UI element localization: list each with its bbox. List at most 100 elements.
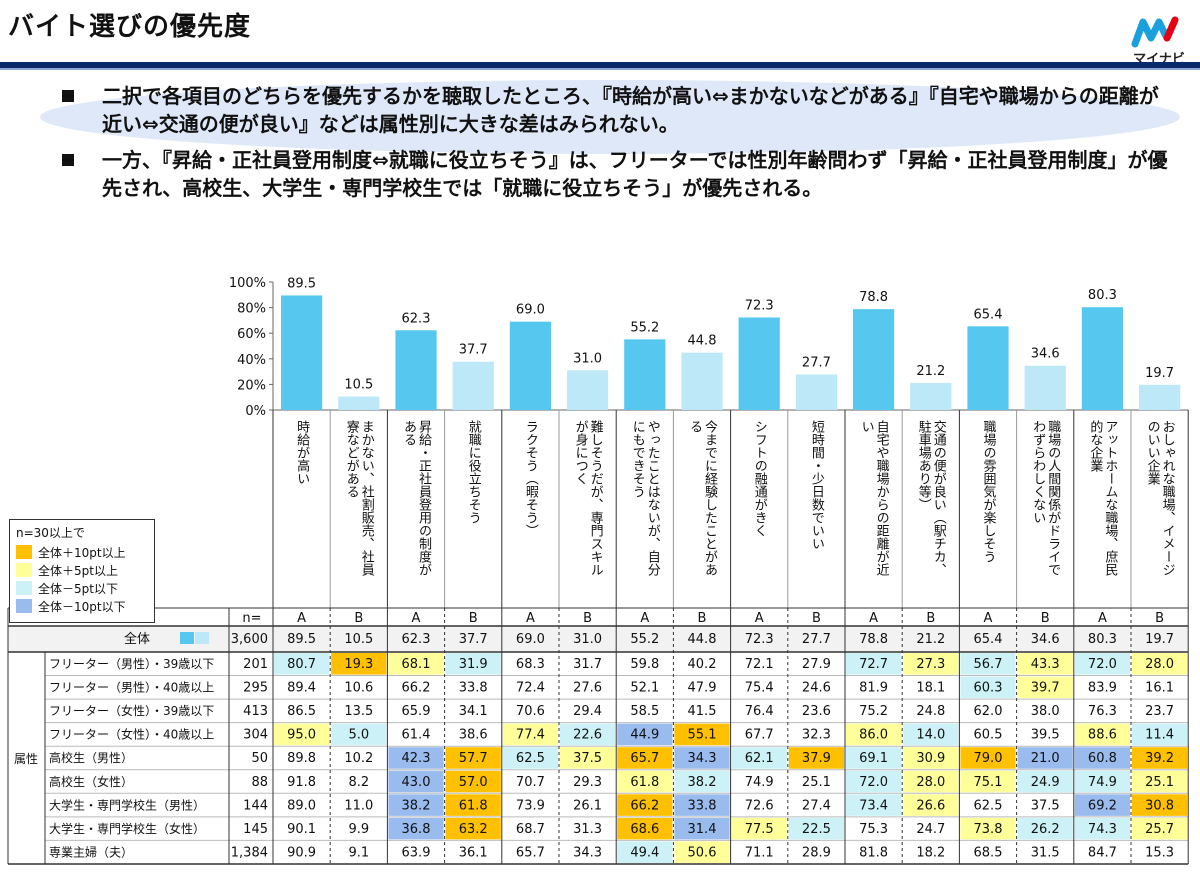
cell-value: 57.7 — [459, 751, 488, 766]
cell-value: 68.6 — [630, 822, 659, 837]
highlight-cell — [960, 747, 1016, 769]
legend-item: 全体－10pt以下 — [16, 598, 126, 614]
bar-b — [910, 382, 952, 410]
category-label: 寮などがある — [344, 419, 360, 498]
cell-value: 60.5 — [974, 728, 1003, 743]
bar-data-label: 19.7 — [1145, 366, 1174, 381]
highlight-cell — [846, 794, 902, 816]
cell-value: 70.7 — [516, 775, 545, 790]
n-header: n= — [242, 611, 261, 626]
highlight-cell — [846, 747, 902, 769]
cell-value: 33.8 — [688, 798, 717, 813]
cell-value: 72.0 — [1088, 657, 1117, 672]
option-letter: A — [412, 611, 421, 626]
cell-value: 81.9 — [859, 681, 888, 696]
highlight-cell — [560, 723, 616, 746]
cell-value: 67.7 — [745, 728, 774, 743]
option-letter: B — [698, 611, 707, 626]
highlight-cell — [846, 653, 902, 675]
highlight-cell — [1074, 747, 1130, 769]
bar-data-label: 80.3 — [1088, 288, 1117, 303]
bar-data-label: 27.7 — [802, 356, 831, 371]
cell-value: 18.2 — [916, 845, 945, 860]
bar-b — [1139, 384, 1181, 410]
highlight-cell — [960, 653, 1016, 675]
row-label: 大学生・専門学校生（女性） — [49, 821, 205, 836]
highlight-cell — [1132, 794, 1188, 816]
cell-value: 11.4 — [1145, 728, 1174, 743]
cell-value: 55.2 — [630, 632, 659, 647]
n-value: 88 — [251, 775, 268, 790]
cell-value: 38.0 — [1031, 704, 1060, 719]
cell-value: 26.1 — [573, 798, 602, 813]
bar-b — [338, 396, 380, 410]
cell-value: 34.6 — [1031, 632, 1060, 647]
cell-value: 68.3 — [516, 657, 545, 672]
cell-value: 10.5 — [344, 632, 373, 647]
category-label: アットホームな職場、庶民 — [1102, 420, 1118, 577]
cell-value: 72.4 — [516, 681, 545, 696]
highlight-cell — [274, 653, 330, 675]
cell-value: 21.2 — [916, 632, 945, 647]
cell-value: 27.7 — [802, 632, 831, 647]
category-label: い — [859, 420, 874, 433]
cell-value: 74.9 — [1088, 775, 1117, 790]
row-label: フリーター（女性）・40歳以上 — [49, 727, 214, 742]
row-label: 高校生（女性） — [49, 774, 133, 789]
bar-data-label: 37.7 — [459, 343, 488, 358]
n-value: 201 — [243, 657, 268, 672]
bar-a — [853, 309, 895, 410]
cell-value: 30.8 — [1145, 798, 1174, 813]
cell-value: 65.7 — [516, 845, 545, 860]
cell-value: 16.1 — [1145, 681, 1174, 696]
cell-value: 78.8 — [859, 632, 888, 647]
cell-value: 74.9 — [745, 775, 774, 790]
cell-value: 65.4 — [974, 632, 1003, 647]
legend-item: 全体－5pt以下 — [16, 580, 118, 596]
cell-value: 28.0 — [1145, 657, 1174, 672]
highlight-cell — [445, 794, 501, 816]
cell-value: 75.1 — [974, 775, 1003, 790]
mynavi-logo-icon — [1131, 16, 1179, 48]
y-tick-label: 20% — [237, 378, 266, 393]
cell-value: 62.5 — [974, 798, 1003, 813]
bar-b — [452, 361, 494, 410]
cell-value: 90.1 — [287, 822, 316, 837]
summary-bullet-text: 一方、『昇給・正社員登用制度⇔就職に役立ちそう』は、フリーターでは性別年齢問わず… — [102, 148, 1168, 200]
highlight-cell — [331, 723, 387, 746]
cell-value: 18.1 — [916, 681, 945, 696]
cell-value: 58.5 — [630, 704, 659, 719]
highlight-cell — [388, 653, 444, 675]
cell-value: 72.3 — [745, 632, 774, 647]
highlight-cell — [903, 723, 959, 746]
cell-value: 69.0 — [516, 632, 545, 647]
cell-value: 47.9 — [688, 681, 717, 696]
n-value: 295 — [243, 681, 268, 696]
category-label: ラクそう（暇そう） — [523, 420, 539, 537]
cell-value: 10.6 — [344, 681, 373, 696]
highlight-cell — [445, 747, 501, 769]
highlight-cell — [731, 817, 787, 840]
summary-bullet-1: 二択で各項目のどちらを優先するかを聴取したところ、『時給が高い⇔まかないなどがあ… — [62, 82, 1172, 138]
category-label: 職場の人間関係がドライで — [1045, 420, 1061, 576]
legend-swatch — [16, 581, 32, 595]
highlight-oval — [40, 80, 1180, 154]
cell-value: 81.8 — [859, 845, 888, 860]
bar-a — [281, 295, 323, 410]
highlight-cell — [903, 794, 959, 816]
category-label: ある — [401, 420, 416, 446]
cell-value: 65.7 — [630, 751, 659, 766]
cell-value: 10.2 — [344, 751, 373, 766]
cell-value: 68.7 — [516, 822, 545, 837]
cell-value: 37.5 — [573, 751, 602, 766]
cell-value: 27.9 — [802, 657, 831, 672]
highlight-cell — [445, 653, 501, 675]
cell-value: 71.1 — [745, 845, 774, 860]
highlight-cell — [388, 770, 444, 793]
highlight-cell — [903, 747, 959, 769]
cell-value: 25.1 — [1145, 775, 1174, 790]
cell-value: 72.7 — [859, 657, 888, 672]
cell-value: 89.5 — [287, 632, 316, 647]
category-label: 短時間・少日数でいい — [809, 420, 825, 550]
highlight-cell — [1132, 770, 1188, 793]
